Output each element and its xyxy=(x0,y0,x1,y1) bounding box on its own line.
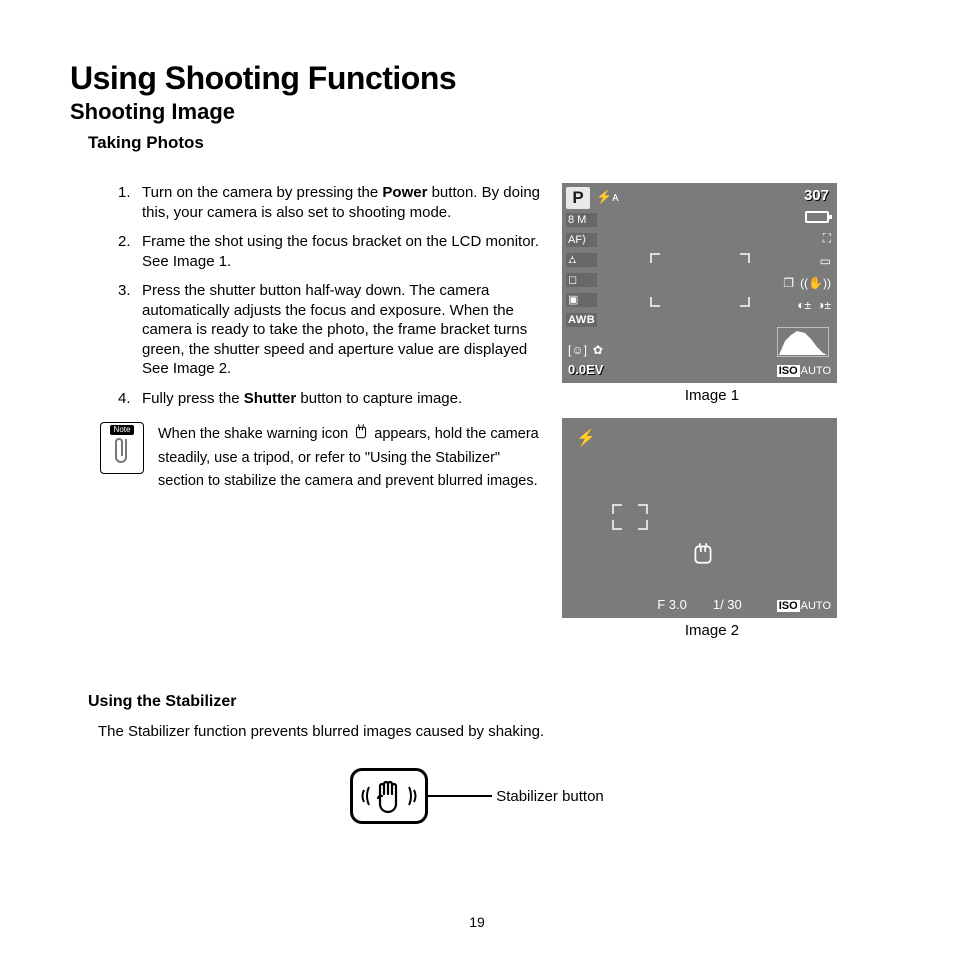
power-label: Power xyxy=(382,184,427,201)
left-indicator-stack: 8 M AF⟩ ⛼ ◻ ▣ AWB xyxy=(566,213,597,327)
iso-value: AUTO xyxy=(801,600,831,612)
stabilizer-description: The Stabilizer function prevents blurred… xyxy=(98,723,884,740)
mode-badge: P xyxy=(566,187,590,209)
image2-caption: Image 2 xyxy=(562,622,862,639)
shots-remaining: 307 xyxy=(804,187,829,204)
face-timer-row: [☺] ✿ xyxy=(568,343,603,357)
stabilizer-heading: Using the Stabilizer xyxy=(88,693,884,711)
memory-icon: ⛶ xyxy=(823,231,831,246)
stabilizer-button-label: Stabilizer button xyxy=(496,788,604,805)
iso-readout: ISOAUTO xyxy=(777,600,831,612)
metering-icon: ◻ xyxy=(566,273,597,287)
hand-stabilizer use-icon xyxy=(360,776,418,816)
flash-icon: ⚡ xyxy=(576,428,596,448)
paperclip-icon xyxy=(111,433,133,474)
af-indicator: AF⟩ xyxy=(566,233,597,247)
frame-icon: ▣ xyxy=(566,293,597,307)
note-icon: Note xyxy=(100,422,144,474)
steps-list: Turn on the camera by pressing the Power… xyxy=(118,183,550,408)
step-2: Frame the shot using the focus bracket o… xyxy=(118,232,550,271)
note-part-a: When the shake warning icon xyxy=(158,426,352,442)
iso-readout: ISOAUTO xyxy=(777,365,831,377)
stabilizer-button-graphic xyxy=(350,768,428,824)
contrast-icon: ◐± xyxy=(797,298,811,312)
two-column-layout: Turn on the camera by pressing the Power… xyxy=(70,183,884,653)
step-text: Fully press the xyxy=(142,390,244,407)
step-4: Fully press the Shutter button to captur… xyxy=(118,389,550,409)
page-number: 19 xyxy=(0,914,954,930)
adjust-row: ◐± ◑± xyxy=(797,298,831,312)
card-icon: ▭ xyxy=(820,254,831,268)
lcd-image-1: P ⚡ᴀ 307 8 M AF⟩ ⛼ ◻ ▣ AWB ⛶ ▭ ❐ ((✋)) ◐±… xyxy=(562,183,837,383)
iso-value: AUTO xyxy=(801,365,831,377)
step-text: button to capture image. xyxy=(296,390,462,407)
focus-bracket-small xyxy=(612,504,648,530)
shutter-label: Shutter xyxy=(244,390,297,407)
callout-line xyxy=(428,795,492,797)
note-text: When the shake warning icon appears, hol… xyxy=(158,422,550,492)
page-title: Using Shooting Functions xyxy=(70,60,884,97)
shake-warning-icon xyxy=(690,540,716,571)
iso-tag: ISO xyxy=(777,600,800,612)
right-indicator-stack: ⛶ ▭ ❐ ((✋)) ◐± ◑± xyxy=(783,231,831,312)
aperture-value: F 3.0 xyxy=(657,597,687,612)
step-text: Turn on the camera by pressing the xyxy=(142,184,382,201)
stabilizer-figure: Stabilizer button xyxy=(70,768,884,824)
battery-icon xyxy=(805,211,829,223)
section-heading: Shooting Image xyxy=(70,99,884,125)
resolution-badge: 8 M xyxy=(566,213,597,227)
sharpness-icon: ⛼ xyxy=(566,253,597,267)
image1-caption: Image 1 xyxy=(562,387,862,404)
face-detect-icon: [☺] xyxy=(568,343,587,357)
ev-value: 0.0EV xyxy=(568,362,603,377)
shutter-speed: 1/ 30 xyxy=(713,597,742,612)
focus-bracket xyxy=(650,253,750,307)
step-3: Press the shutter button half-way down. … xyxy=(118,281,550,379)
macro-icon: ✿ xyxy=(593,343,603,357)
iso-tag: ISO xyxy=(777,365,800,377)
histogram-icon xyxy=(777,327,829,357)
shake-warning-icon xyxy=(352,422,370,447)
awb-label: AWB xyxy=(566,313,597,327)
figures-column: P ⚡ᴀ 307 8 M AF⟩ ⛼ ◻ ▣ AWB ⛶ ▭ ❐ ((✋)) ◐±… xyxy=(562,183,862,653)
step-1: Turn on the camera by pressing the Power… xyxy=(118,183,550,222)
saturation-icon: ◑± xyxy=(817,298,831,312)
note-block: Note When the shake warning icon appears… xyxy=(100,422,550,492)
drive-row: ❐ ((✋)) xyxy=(783,276,831,290)
lcd-image-2: ⚡ F 3.0 1/ 30 ISOAUTO xyxy=(562,418,837,618)
burst-icon: ❐ xyxy=(783,276,794,290)
instructions-column: Turn on the camera by pressing the Power… xyxy=(70,183,550,653)
flash-auto-icon: ⚡ᴀ xyxy=(596,189,619,205)
stabilizer-icon: ((✋)) xyxy=(800,276,831,290)
subsection-heading: Taking Photos xyxy=(88,133,884,153)
